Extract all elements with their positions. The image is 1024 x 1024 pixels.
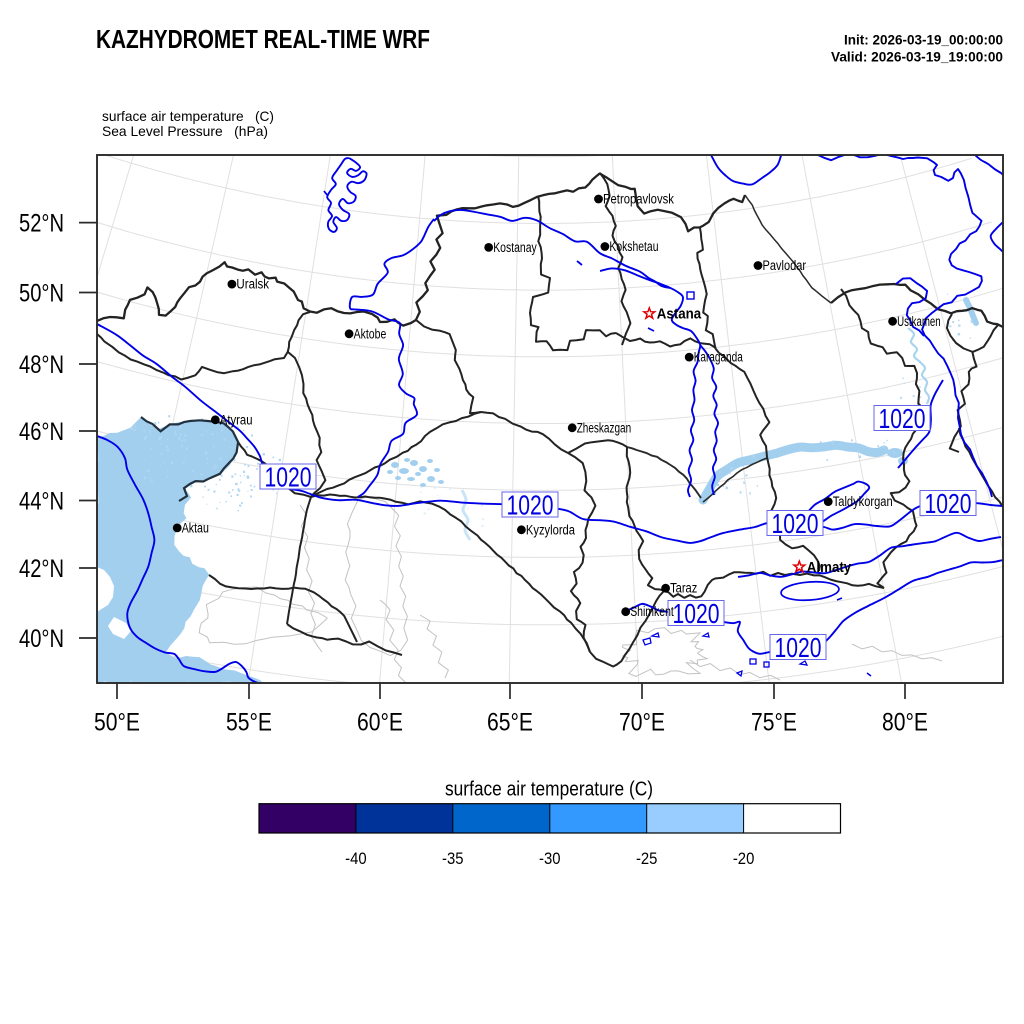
svg-text:Karaganda: Karaganda — [694, 350, 743, 365]
svg-text:Kokshetau: Kokshetau — [609, 239, 658, 254]
svg-text:Almaty: Almaty — [807, 559, 852, 576]
svg-text:55°E: 55°E — [226, 709, 272, 737]
svg-text:1020: 1020 — [925, 488, 972, 519]
svg-text:75°E: 75°E — [751, 709, 797, 737]
svg-text:44°N: 44°N — [19, 488, 64, 516]
svg-text:surface air temperature (C): surface air temperature (C) — [445, 779, 653, 801]
svg-text:Pavlodar: Pavlodar — [763, 258, 807, 273]
svg-text:52°N: 52°N — [19, 210, 64, 238]
svg-text:Kostanay: Kostanay — [493, 240, 537, 255]
svg-text:Valid: 2026-03-19_19:00:00: Valid: 2026-03-19_19:00:00 — [831, 50, 1003, 65]
svg-text:-20: -20 — [733, 850, 755, 868]
svg-text:1020: 1020 — [775, 632, 822, 663]
svg-text:50°E: 50°E — [94, 709, 140, 737]
svg-text:46°N: 46°N — [19, 418, 64, 446]
svg-text:KAZHYDROMET REAL-TIME WRF: KAZHYDROMET REAL-TIME WRF — [96, 26, 430, 54]
svg-text:Atyrau: Atyrau — [220, 412, 253, 427]
svg-text:-25: -25 — [636, 850, 658, 868]
svg-text:70°E: 70°E — [619, 709, 665, 737]
svg-text:48°N: 48°N — [19, 351, 64, 379]
svg-text:80°E: 80°E — [882, 709, 928, 737]
svg-text:Kyzylorda: Kyzylorda — [526, 522, 576, 537]
svg-text:Astana: Astana — [657, 306, 702, 323]
svg-text:65°E: 65°E — [487, 709, 533, 737]
svg-text:-35: -35 — [442, 850, 464, 868]
svg-text:60°E: 60°E — [357, 709, 403, 737]
svg-text:Shimkent: Shimkent — [630, 604, 674, 619]
svg-text:42°N: 42°N — [19, 555, 64, 583]
svg-text:1020: 1020 — [673, 598, 720, 629]
svg-text:surface air temperature (C): surface air temperature (C) — [102, 108, 274, 124]
svg-text:Taldykorgan: Taldykorgan — [833, 494, 893, 509]
svg-text:Uralsk: Uralsk — [236, 277, 269, 292]
svg-text:Aktobe: Aktobe — [354, 326, 387, 341]
svg-text:Init: 2026-03-19_00:00:00: Init: 2026-03-19_00:00:00 — [844, 33, 1003, 48]
svg-text:Zheskazgan: Zheskazgan — [577, 420, 632, 435]
svg-text:Sea Level Pressure (hPa): Sea Level Pressure (hPa) — [102, 123, 268, 139]
svg-text:Ustkamen: Ustkamen — [897, 314, 941, 329]
svg-text:Petropavlovsk: Petropavlovsk — [603, 192, 674, 207]
svg-text:1020: 1020 — [265, 462, 312, 493]
svg-text:1020: 1020 — [507, 490, 554, 521]
svg-text:40°N: 40°N — [19, 625, 64, 653]
svg-text:50°N: 50°N — [19, 280, 64, 308]
svg-text:-40: -40 — [345, 850, 367, 868]
svg-text:1020: 1020 — [772, 508, 819, 539]
svg-text:Aktau: Aktau — [182, 520, 209, 535]
svg-text:-30: -30 — [539, 850, 561, 868]
svg-text:1020: 1020 — [879, 403, 926, 434]
svg-text:Taraz: Taraz — [670, 581, 697, 596]
